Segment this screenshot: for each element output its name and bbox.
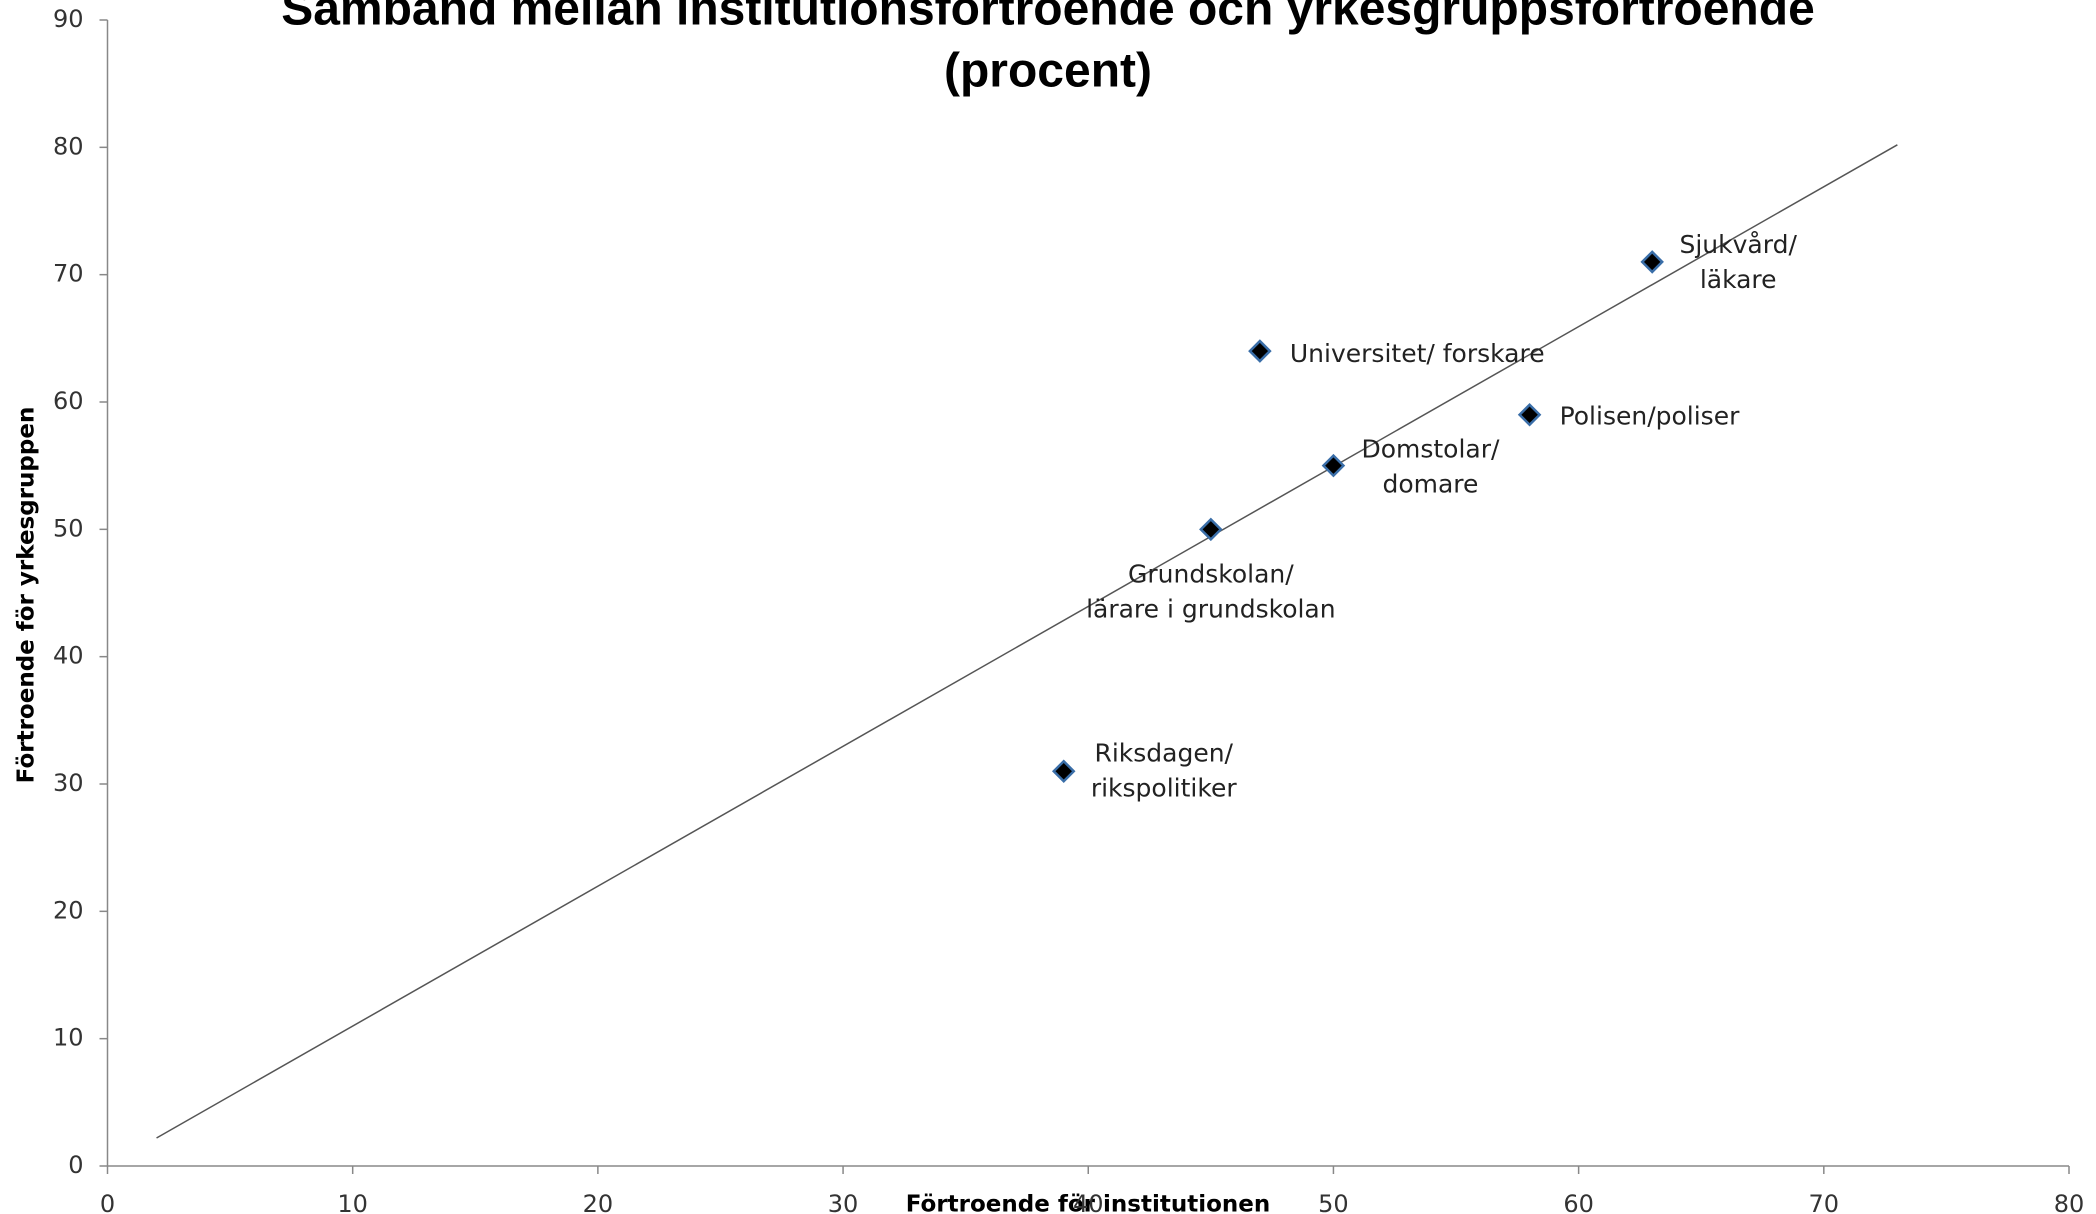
point-label: Grundskolan/ (1128, 559, 1294, 588)
x-axis-title: Förtroende för institutionen (906, 1192, 1271, 1214)
data-point (1199, 517, 1223, 542)
y-tick-label: 60 (53, 387, 84, 415)
x-tick-label: 60 (1563, 1190, 1594, 1214)
x-tick-label: 50 (1318, 1190, 1349, 1214)
trendline (156, 144, 1898, 1139)
point-label: rikspolitiker (1091, 773, 1237, 802)
y-tick-label: 70 (53, 260, 84, 288)
chart-title: (procent) (944, 45, 1152, 98)
y-tick-label: 40 (53, 642, 84, 670)
x-tick-label: 70 (1809, 1190, 1840, 1214)
data-point (1051, 759, 1076, 784)
data-point (1248, 339, 1272, 363)
point-label: domare (1382, 470, 1478, 499)
y-tick-label: 20 (53, 896, 84, 924)
point-label: Universitet/ forskare (1290, 339, 1545, 368)
x-tick-label: 0 (100, 1190, 115, 1214)
y-tick-label: 80 (53, 132, 84, 160)
x-tick-label: 80 (2054, 1190, 2085, 1214)
y-tick-label: 50 (53, 514, 84, 542)
data-point (1640, 250, 1664, 274)
data-point (1321, 453, 1346, 478)
point-label: läkare (1700, 265, 1777, 294)
y-tick-label: 0 (68, 1151, 83, 1179)
data-point (1517, 402, 1542, 427)
x-tick-label: 10 (337, 1190, 368, 1214)
y-tick-label: 30 (53, 769, 84, 797)
y-axis-title: Förtroende för yrkesgruppen (14, 407, 40, 784)
x-tick-label: 30 (828, 1190, 859, 1214)
point-label: Polisen/poliser (1560, 402, 1741, 431)
chart-title: Samband mellan institutionsförtroende oc… (281, 0, 1815, 36)
point-label: lärare i grundskolan (1086, 594, 1336, 623)
point-label: Sjukvård/ (1679, 230, 1797, 259)
point-label: Riksdagen/ (1094, 738, 1233, 767)
point-label: Domstolar/ (1361, 435, 1500, 464)
x-tick-label: 20 (583, 1190, 614, 1214)
y-tick-label: 10 (53, 1024, 84, 1052)
y-tick-label: 90 (53, 5, 84, 33)
x-tick-label: 40 (1073, 1190, 1104, 1214)
